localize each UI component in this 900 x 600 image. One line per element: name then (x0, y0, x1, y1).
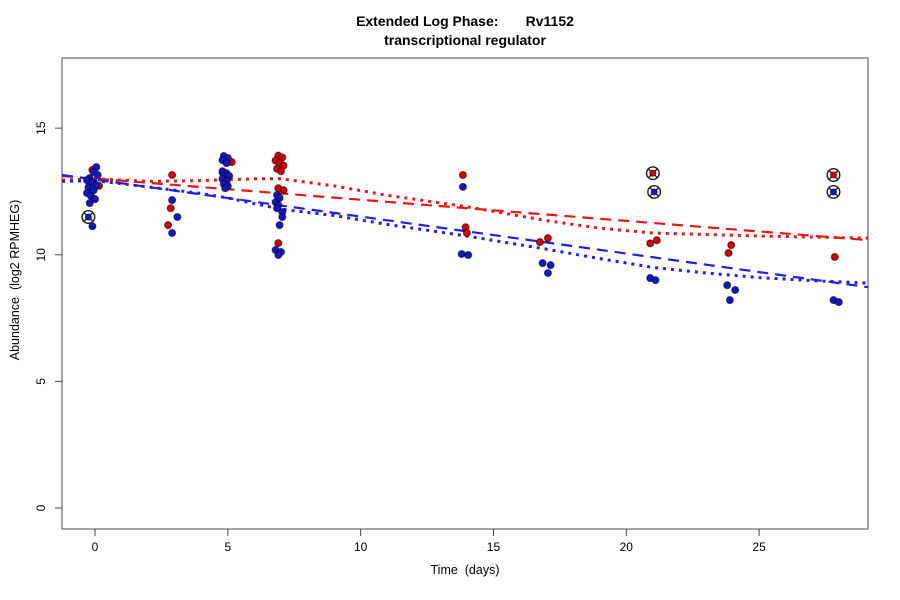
red-dotted-smooth-fit (61, 177, 869, 240)
y-tick-label: 15 (34, 121, 48, 135)
blue-point (546, 261, 555, 270)
circled-red-marker (826, 167, 841, 182)
blue-point (221, 184, 230, 193)
red-point (164, 221, 173, 230)
blue-point (731, 285, 740, 295)
red-point (462, 228, 471, 238)
chart-subtitle: transcriptional regulator (384, 32, 546, 48)
red-point (279, 186, 288, 195)
blue-point (464, 250, 473, 260)
blue-point (457, 249, 466, 259)
x-tick-label: 20 (620, 540, 634, 554)
blue-point (275, 221, 284, 230)
blue-point (458, 182, 467, 191)
circled-blue-marker (647, 184, 662, 199)
red-point (646, 239, 655, 248)
x-tick-label: 10 (354, 540, 368, 554)
blue-point (93, 170, 102, 180)
red-point (168, 170, 177, 180)
blue-point (90, 195, 100, 204)
blue-point (834, 298, 843, 307)
blue-point (168, 196, 177, 205)
blue-point (85, 199, 94, 208)
x-axis-label: Time (days) (430, 563, 500, 577)
red-point (274, 239, 283, 248)
y-tick-label: 5 (34, 378, 48, 385)
blue-point (274, 250, 283, 260)
y-tick-label: 10 (34, 248, 48, 262)
circled-blue-marker (81, 210, 96, 225)
plot-box (61, 57, 869, 530)
blue-point (173, 212, 182, 222)
red-point (830, 252, 839, 262)
blue-point (168, 228, 177, 238)
red-point (724, 248, 733, 258)
x-tick-label: 15 (487, 540, 501, 554)
x-tick-label: 0 (92, 540, 99, 554)
red-dashed-linear-fit (61, 174, 869, 242)
x-tick-label: 5 (224, 540, 231, 554)
blue-point (222, 159, 231, 168)
x-tick-label: 25 (752, 540, 766, 554)
blue-dotted-smooth-fit (61, 179, 869, 285)
y-tick-label: 0 (34, 504, 48, 511)
red-point (458, 170, 467, 180)
red-point (166, 204, 175, 213)
chart-title: Extended Log Phase: Rv1152 (356, 13, 574, 29)
blue-point (723, 281, 732, 290)
circled-red-marker (645, 166, 660, 181)
blue-point (538, 259, 547, 268)
red-point (652, 236, 661, 245)
red-point (276, 167, 286, 176)
red-point (727, 241, 736, 250)
red-point (535, 238, 544, 247)
blue-point (278, 212, 287, 222)
red-point (543, 234, 552, 243)
blue-point (725, 296, 734, 305)
blue-point (272, 204, 282, 213)
blue-point (543, 268, 552, 278)
circled-blue-marker (826, 184, 841, 199)
blue-point (651, 276, 660, 285)
